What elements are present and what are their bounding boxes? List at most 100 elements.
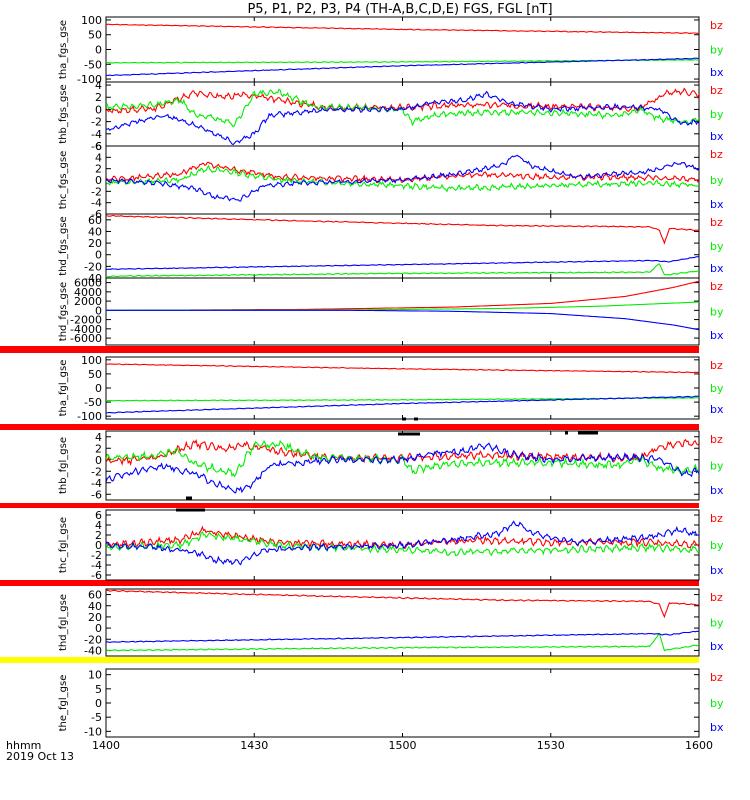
date-label: 2019 Oct 13 xyxy=(6,750,74,763)
y-tick-label: 40 xyxy=(88,225,102,238)
y-tick-label: -4000 xyxy=(70,323,102,336)
series-bz xyxy=(106,589,699,619)
legend-bz: bz xyxy=(710,433,723,446)
y-tick-label: 2 xyxy=(95,442,102,455)
series-bz xyxy=(106,438,699,467)
legend-bz: bz xyxy=(710,148,723,161)
y-tick-label: 0 xyxy=(95,382,102,395)
legend-bz: bz xyxy=(710,216,723,229)
y-tick-label: -20 xyxy=(84,260,102,273)
y-tick-label: -100 xyxy=(77,73,102,86)
legend-bx: bx xyxy=(710,329,724,342)
series-bz xyxy=(106,214,699,245)
legend-bx: bx xyxy=(710,484,724,497)
y-tick-label: 50 xyxy=(88,368,102,381)
y-axis-label: thb_fgs_gse xyxy=(58,84,69,143)
flag-mark xyxy=(186,496,192,500)
y-tick-label: -2 xyxy=(91,116,102,129)
series-by xyxy=(106,263,699,278)
legend-by: by xyxy=(710,240,724,253)
flag-bar xyxy=(0,503,699,508)
status-flag-bars xyxy=(0,346,699,663)
y-tick-label: -4 xyxy=(91,477,102,490)
y-tick-label: -4 xyxy=(91,559,102,572)
y-tick-label: -40 xyxy=(84,272,102,285)
time-axis: hhmm 2019 Oct 13 1400 1430 1500 1530 1600 xyxy=(6,739,713,763)
panel-frame xyxy=(105,588,700,657)
y-axis-label: thc_fgs_gse xyxy=(58,151,69,210)
legend-by: by xyxy=(710,306,724,319)
flag-mark xyxy=(398,432,420,436)
series-bx xyxy=(106,154,699,202)
y-tick-label: 50 xyxy=(88,29,102,42)
legend-by: by xyxy=(710,44,724,57)
y-tick-label: -2 xyxy=(91,185,102,198)
y-tick-label: 0 xyxy=(95,174,102,187)
y-tick-label: -40 xyxy=(84,644,102,657)
legend-bx: bx xyxy=(710,130,724,143)
y-tick-label: 6000 xyxy=(74,277,102,290)
series-by xyxy=(106,88,699,128)
series-by xyxy=(106,164,699,193)
flag-bar xyxy=(0,346,699,353)
y-axis-label: thc_fgl_gse xyxy=(58,517,69,573)
y-tick-label: 4 xyxy=(95,151,102,164)
series-bx xyxy=(106,520,699,566)
y-tick-label: 0 xyxy=(95,539,102,552)
y-tick-label: 4 xyxy=(95,519,102,532)
y-axis-label: tha_fgs_gse xyxy=(58,20,69,79)
flag-mark xyxy=(565,431,568,435)
y-tick-label: -2000 xyxy=(70,314,102,327)
chart-title: P5, P1, P2, P3, P4 (TH-A,B,C,D,E) FGS, F… xyxy=(247,2,552,17)
y-tick-label: 6 xyxy=(95,140,102,153)
y-tick-label: 0 xyxy=(95,454,102,467)
x-tick-label: 1600 xyxy=(685,739,713,752)
flag-bar xyxy=(0,580,699,586)
y-tick-label: 20 xyxy=(88,611,102,624)
y-tick-label: -6 xyxy=(91,140,102,153)
legend-by: by xyxy=(710,382,724,395)
legend-by: by xyxy=(710,460,724,473)
y-tick-label: 4 xyxy=(95,431,102,444)
y-axis-label: the_fgl_gse xyxy=(58,675,69,732)
panel-thb_fgs_gse: 420-2-4-6 thb_fgs_gse bz by bx xyxy=(58,79,724,153)
y-tick-label: 20 xyxy=(88,237,102,250)
legend-by: by xyxy=(710,539,724,552)
legend-bz: bz xyxy=(710,359,723,372)
legend-bz: bz xyxy=(710,84,723,97)
y-tick-label: -50 xyxy=(84,58,102,71)
y-tick-label: -6 xyxy=(91,208,102,221)
y-tick-label: -10 xyxy=(84,725,102,738)
y-tick-label: -4 xyxy=(91,128,102,141)
series-bx xyxy=(106,57,699,77)
panel-frame xyxy=(105,668,700,738)
y-tick-label: 0 xyxy=(95,622,102,635)
legend-by: by xyxy=(710,617,724,630)
y-axis-label: thd_fgs_gse xyxy=(58,216,69,275)
time-row-label: hhmm xyxy=(6,739,41,752)
y-tick-label: 60 xyxy=(88,589,102,602)
y-tick-label: -50 xyxy=(84,396,102,409)
y-tick-label: -20 xyxy=(84,633,102,646)
y-tick-label: -2 xyxy=(91,465,102,478)
y-axis-label: thd_fgs_gse xyxy=(58,282,69,341)
y-tick-label: 2 xyxy=(95,529,102,542)
x-tick-label: 1430 xyxy=(240,739,268,752)
flag-bar xyxy=(0,657,699,663)
flag-mark xyxy=(578,431,598,435)
legend-bz: bz xyxy=(710,512,723,525)
y-tick-label: 5 xyxy=(95,683,102,696)
y-tick-label: 60 xyxy=(88,214,102,227)
series-bx xyxy=(106,395,699,414)
flag-bar xyxy=(0,424,699,430)
panel-frame xyxy=(105,430,700,501)
legend-by: by xyxy=(710,174,724,187)
panel-tha_fgs_gse: 100 50 0-50 -100 tha_fgs_gse bz by bx xyxy=(58,14,724,86)
series-by xyxy=(106,439,699,478)
y-tick-label: -2 xyxy=(91,549,102,562)
legend-bz: bz xyxy=(710,19,723,32)
series-bx xyxy=(106,309,699,331)
y-tick-label: 4 xyxy=(95,79,102,92)
